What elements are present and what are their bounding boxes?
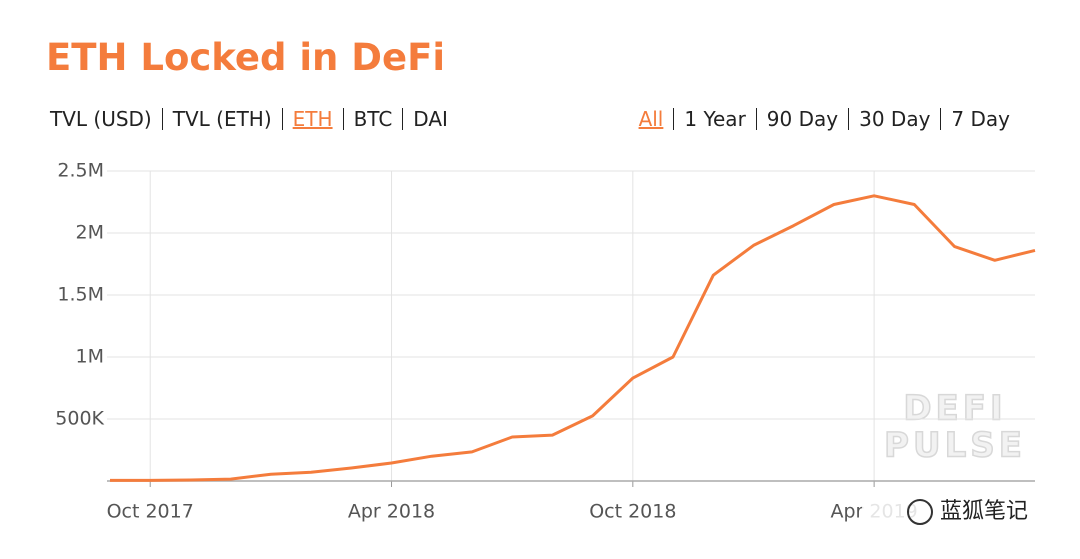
range-tabs: All 1 Year 90 Day 30 Day 7 Day xyxy=(639,108,1010,130)
x-tick-label: Oct 2018 xyxy=(589,501,676,523)
plot: 500K 1M 1.5M 2M 2.5M Oct 2017 Apr 2018 Oct 2018… xyxy=(55,160,1036,523)
watermark: 蓝狐笔记 xyxy=(940,499,1028,524)
tab[interactable]: 7 Day xyxy=(940,108,1010,130)
tab[interactable]: 1 Year xyxy=(673,108,755,130)
tab[interactable]: All xyxy=(638,107,664,131)
x-tick-label: Oct 2017 xyxy=(107,501,194,523)
watermark: PULSE xyxy=(884,426,1026,466)
watermark: DEFI xyxy=(903,389,1006,429)
y-tick-label: 1M xyxy=(76,346,104,368)
data-line xyxy=(110,194,1036,482)
tab[interactable]: TVL (ETH) xyxy=(161,108,282,130)
metric-tabs: TVL (USD) TVL (ETH) ETH BTC DAI xyxy=(50,108,458,130)
tab[interactable]: TVL (USD) xyxy=(50,107,152,131)
watermark-icon xyxy=(907,499,933,525)
tab[interactable]: ETH xyxy=(281,108,343,130)
y-tick-label: 2.5M xyxy=(57,160,104,182)
y-tick-label: 2M xyxy=(76,222,104,244)
tab[interactable]: 30 Day xyxy=(848,108,940,130)
account-watermark: 蓝狐笔记 xyxy=(862,494,1062,532)
x-tick-label: Apr 2018 xyxy=(348,501,435,523)
chart-title: ETH Locked in DeFi xyxy=(46,36,446,79)
y-tick-label: 500K xyxy=(55,408,104,430)
y-tick-label: 1.5M xyxy=(57,284,104,306)
tab[interactable]: BTC xyxy=(342,108,403,130)
tab[interactable]: DAI xyxy=(402,108,458,130)
tab[interactable]: 90 Day xyxy=(755,108,848,130)
